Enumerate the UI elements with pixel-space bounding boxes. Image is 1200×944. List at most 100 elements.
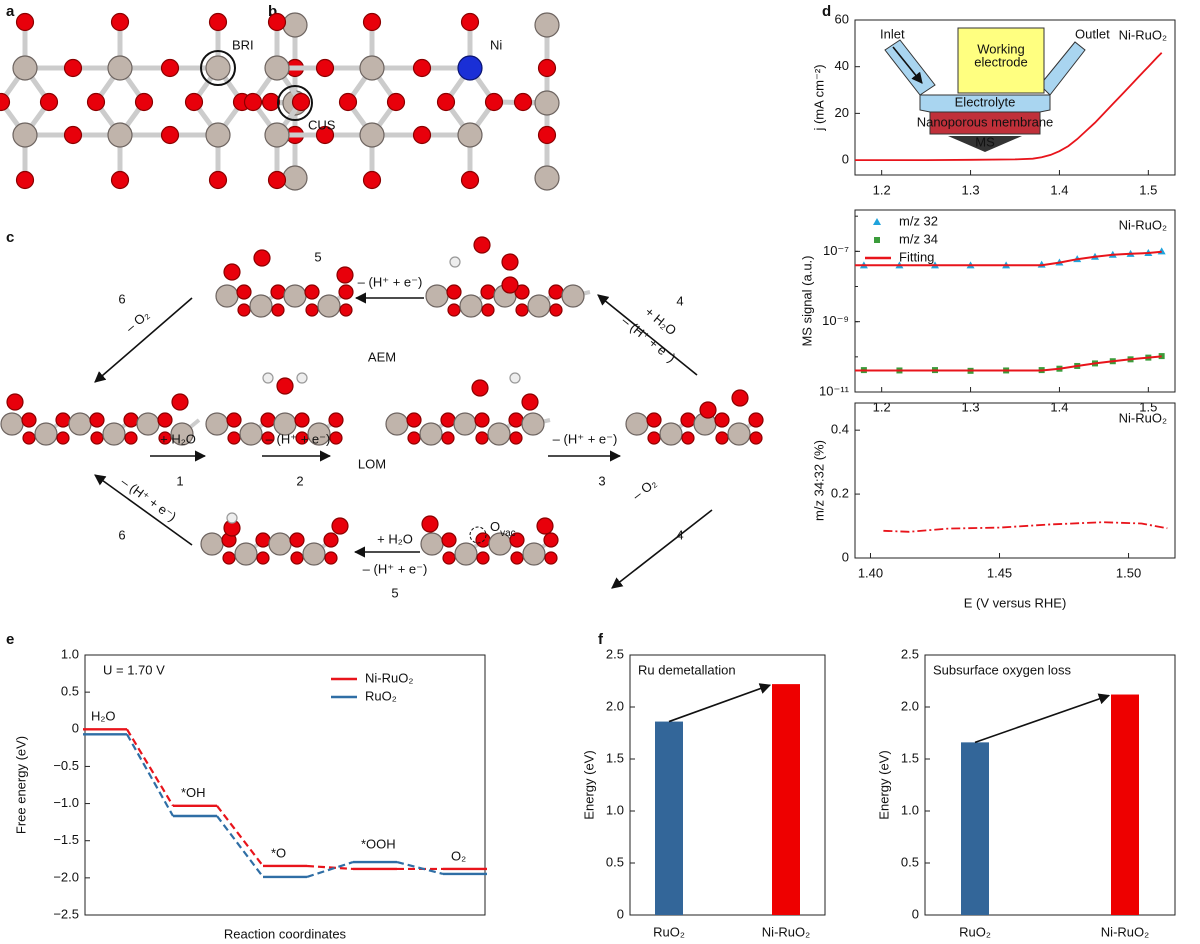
- atom: [457, 55, 483, 81]
- atom: [315, 125, 335, 145]
- atom: [205, 412, 229, 436]
- step-text: – (H⁺ + e⁻): [266, 431, 331, 446]
- vacancy: [469, 526, 487, 544]
- atom: [480, 284, 496, 300]
- atom: [521, 393, 539, 411]
- label: Outlet: [1075, 26, 1110, 41]
- atom: [63, 125, 83, 145]
- atom: [339, 303, 353, 317]
- atom: [276, 377, 294, 395]
- atom: [271, 303, 285, 317]
- atom: [561, 284, 585, 308]
- atom: [727, 422, 751, 446]
- x-tick-label: 1.40: [858, 565, 883, 580]
- atom: [329, 431, 343, 445]
- step-number: 4: [676, 527, 683, 542]
- annotation: Ni-RuO₂: [1119, 27, 1167, 42]
- connector: [126, 733, 174, 817]
- site-marker: [200, 50, 236, 86]
- atom: [534, 12, 560, 38]
- arrow: [597, 294, 698, 376]
- x-tick-label: 1.3: [962, 399, 980, 414]
- label: Nanoporous membrane: [917, 114, 1054, 129]
- legend-label: Ni-RuO₂: [365, 670, 413, 685]
- label: Electrolyte: [955, 94, 1016, 109]
- label: CUS: [308, 117, 336, 132]
- arrow: [94, 474, 193, 546]
- atom: [473, 236, 491, 254]
- atom: [315, 58, 335, 78]
- atom: [124, 431, 138, 445]
- atom: [56, 431, 70, 445]
- legend-label: Fitting: [899, 249, 934, 264]
- atom: [509, 372, 521, 384]
- atom: [715, 431, 729, 445]
- connector: [396, 860, 444, 876]
- atom: [474, 412, 490, 428]
- atom: [513, 92, 533, 112]
- atom: [205, 55, 231, 81]
- y-tick-label: 2.5: [606, 646, 624, 661]
- atom: [222, 551, 236, 565]
- step-text: + H₂O: [377, 531, 413, 546]
- atom: [625, 412, 649, 436]
- atom: [158, 431, 172, 445]
- site-marker: [277, 85, 313, 121]
- atom: [681, 431, 695, 445]
- atom: [436, 92, 456, 112]
- inset-arrow: [948, 136, 1022, 152]
- step-text: – O₂: [629, 475, 659, 503]
- atom: [522, 542, 546, 566]
- panel-label: a: [6, 3, 15, 20]
- y-tick-label: 1.0: [606, 802, 624, 817]
- atom: [262, 372, 274, 384]
- x-tick-label: 1.4: [1050, 182, 1068, 197]
- atom: [487, 422, 511, 446]
- y-axis-label: Energy (eV): [581, 750, 596, 819]
- plot-frame: [629, 654, 826, 916]
- atom: [548, 284, 564, 300]
- atom: [338, 284, 354, 300]
- atom: [441, 532, 457, 548]
- step-number: 4: [676, 293, 683, 308]
- atom: [440, 412, 456, 428]
- atom: [336, 266, 354, 284]
- y-tick-label: −2.5: [53, 906, 79, 921]
- y-tick-label: 20: [835, 105, 849, 120]
- legend-label: m/z 32: [899, 213, 938, 228]
- atom: [362, 12, 382, 32]
- y-tick-label: 10⁻⁹: [822, 313, 849, 328]
- bar: [961, 742, 989, 915]
- panel-label: f: [598, 631, 604, 648]
- atom: [270, 284, 286, 300]
- atom: [501, 253, 519, 271]
- y-tick-label: −0.5: [53, 758, 79, 773]
- vacancy-label: Ovac: [490, 519, 516, 538]
- y-tick-label: 0: [912, 906, 919, 921]
- atom: [454, 542, 478, 566]
- x-axis-label: Reaction coordinates: [224, 926, 347, 941]
- atom: [412, 125, 432, 145]
- atom: [86, 92, 106, 112]
- label: LOM: [358, 456, 386, 471]
- chart-title: Ru demetallation: [638, 662, 736, 677]
- chart-title: Subsurface oxygen loss: [933, 662, 1072, 677]
- atom: [328, 412, 344, 428]
- atom: [302, 542, 326, 566]
- atom: [171, 393, 189, 411]
- y-tick-label: 1.5: [606, 750, 624, 765]
- connector: [216, 805, 264, 867]
- x-tick-label: 1.2: [873, 399, 891, 414]
- atom: [264, 55, 290, 81]
- atom: [15, 12, 35, 32]
- connector: [306, 861, 354, 878]
- atom: [406, 412, 422, 428]
- x-tick-label: 1.2: [873, 182, 891, 197]
- atom: [21, 412, 37, 428]
- y-tick-label: 0.5: [901, 854, 919, 869]
- atom: [509, 532, 525, 548]
- atom: [459, 294, 483, 318]
- plot-frame: [854, 209, 1176, 393]
- atom: [255, 532, 271, 548]
